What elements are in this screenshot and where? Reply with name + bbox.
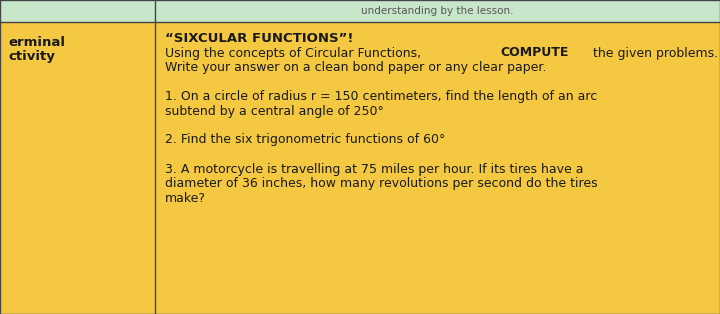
Text: 1. On a circle of radius r = 150 centimeters, find the length of an arc: 1. On a circle of radius r = 150 centime… <box>165 90 598 103</box>
Text: erminal: erminal <box>8 36 65 49</box>
Text: “SIXCULAR FUNCTIONS”!: “SIXCULAR FUNCTIONS”! <box>165 32 354 45</box>
Text: the given problems.: the given problems. <box>589 46 718 59</box>
Text: understanding by the lesson.: understanding by the lesson. <box>361 6 514 16</box>
Text: COMPUTE: COMPUTE <box>500 46 569 59</box>
Text: Using the concepts of Circular Functions,: Using the concepts of Circular Functions… <box>165 46 425 59</box>
Text: diameter of 36 inches, how many revolutions per second do the tires: diameter of 36 inches, how many revoluti… <box>165 177 598 190</box>
Text: subtend by a central angle of 250°: subtend by a central angle of 250° <box>165 105 384 117</box>
Bar <box>0 0 720 22</box>
Text: 3. A motorcycle is travelling at 75 miles per hour. If its tires have a: 3. A motorcycle is travelling at 75 mile… <box>165 163 583 176</box>
Text: make?: make? <box>165 192 206 204</box>
Text: ctivity: ctivity <box>8 50 55 63</box>
Text: Write your answer on a clean bond paper or any clear paper.: Write your answer on a clean bond paper … <box>165 61 546 74</box>
Text: 2. Find the six trigonometric functions of 60°: 2. Find the six trigonometric functions … <box>165 133 446 147</box>
